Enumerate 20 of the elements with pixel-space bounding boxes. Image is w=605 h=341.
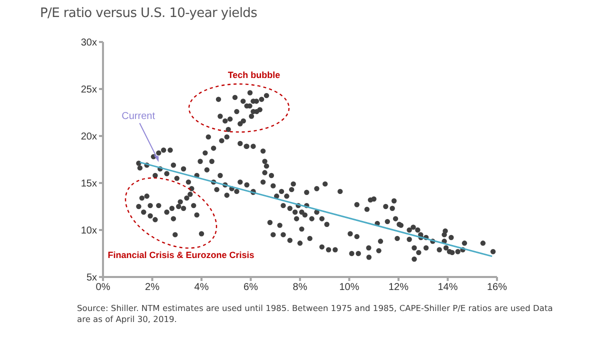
x-tick-label: 2% (145, 282, 160, 294)
x-tick-label: 14% (438, 282, 458, 294)
y-tick-label: 20x (80, 132, 97, 143)
annotation: Current (122, 111, 156, 122)
x-tick-label: 0% (96, 282, 110, 294)
x-tick-label: 8% (292, 282, 308, 294)
x-tick-label: 10% (339, 282, 360, 294)
annotation: Financial Crisis & Eurozone Crisis (108, 250, 254, 260)
source-note: Source: Shiller. NTM estimates are used until 1985. Between 1975 and 1985, CAPE-Shiller P/E ratios are used Data are as of April 30, 2019. (77, 303, 554, 325)
y-tick-label: 30x (80, 38, 97, 49)
chart-title: P/E ratio versus U.S. 10-year yields (40, 6, 258, 21)
x-tick-label: 4% (194, 282, 209, 294)
annotation: Tech bubble (228, 70, 280, 80)
y-tick-label: 5x (86, 272, 97, 284)
x-tick-label: 6% (244, 282, 258, 294)
x-tick-label: 16% (486, 282, 508, 294)
y-tick-label: 25x (80, 84, 97, 96)
y-tick-label: 15x (80, 178, 97, 190)
x-tick-label: 12% (388, 282, 409, 294)
y-tick-label: 10x (80, 226, 97, 237)
